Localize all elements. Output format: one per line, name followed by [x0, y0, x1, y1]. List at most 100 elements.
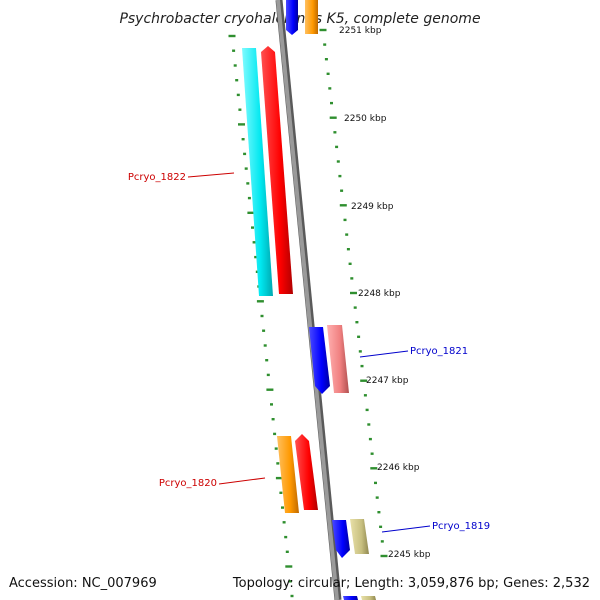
gene-pcryo-1820[interactable]: [295, 434, 318, 510]
cds-pcryo-1821[interactable]: [309, 327, 330, 394]
ruler-tick: [368, 437, 372, 441]
ruler-tick: [363, 394, 367, 397]
ruler-tick: [265, 359, 269, 362]
ruler-tick: [251, 226, 254, 229]
gene-feature-top-blue[interactable]: [286, 0, 298, 35]
ruler-tick: [252, 241, 256, 244]
ruler-tick: [319, 28, 327, 32]
gene-feature-top-orange[interactable]: [305, 0, 318, 34]
ruler-tick: [235, 79, 239, 82]
ruler-label-2251: 2251 kbp: [339, 26, 382, 36]
ruler-tick: [370, 467, 378, 470]
accession-text: Accession: NC_007969: [9, 576, 157, 591]
ruler-tick: [243, 152, 247, 156]
ruler-tick: [367, 423, 371, 426]
ruler-tick: [270, 403, 273, 406]
gene-label-pcryo-1819[interactable]: Pcryo_1819: [432, 521, 490, 532]
ruler-tick: [256, 300, 264, 303]
ruler-tick: [279, 491, 283, 494]
ruler-tick: [228, 34, 236, 38]
ruler-tick: [271, 418, 275, 421]
ruler-tick: [377, 511, 381, 514]
ruler-tick: [323, 43, 327, 46]
ruler-tick: [324, 58, 328, 61]
ruler-tick: [355, 321, 359, 324]
ruler-tick: [365, 408, 369, 412]
ruler-label-2248: 2248 kbp: [358, 289, 401, 299]
gene-pcryo-1822[interactable]: [261, 46, 293, 294]
ruler-tick: [273, 432, 277, 436]
ruler-tick: [266, 388, 274, 391]
ruler-tick: [284, 535, 288, 539]
ruler-tick: [260, 314, 264, 318]
ruler-tick: [238, 108, 242, 111]
ruler-tick: [232, 49, 236, 52]
ruler-tick: [358, 350, 362, 353]
outer-tick-marks: [228, 34, 294, 598]
genome-summary-text: Topology: circular; Length: 3,059,876 bp…: [232, 576, 590, 591]
ruler-tick: [374, 481, 377, 485]
leader-line-pcryo-1821: [359, 350, 409, 358]
ruler-tick: [370, 452, 374, 455]
ruler-label-2249: 2249 kbp: [351, 202, 394, 212]
ruler-tick: [375, 496, 379, 499]
ruler-tick: [290, 594, 294, 598]
gene-label-pcryo-1821[interactable]: Pcryo_1821: [410, 346, 468, 357]
ruler-tick: [350, 277, 354, 280]
cds-pcryo-1819[interactable]: [332, 520, 350, 558]
ruler-tick: [263, 344, 267, 347]
leader-line-pcryo-1822: [187, 172, 235, 178]
ruler-tick: [353, 306, 357, 309]
ruler-tick: [238, 123, 245, 126]
ruler-tick: [281, 506, 284, 509]
ruler-tick: [340, 189, 344, 192]
ruler-tick: [360, 379, 368, 382]
ruler-tick: [255, 270, 259, 273]
ruler-tick: [247, 196, 251, 200]
ruler-tick: [357, 335, 361, 338]
leader-line-pcryo-1820: [218, 477, 266, 485]
ruler-tick: [338, 174, 342, 178]
ruler-label-2247: 2247 kbp: [366, 376, 409, 386]
ruler-tick: [233, 64, 237, 67]
ruler-tick: [350, 291, 357, 295]
ruler-label-2245: 2245 kbp: [388, 550, 431, 560]
ruler-tick: [336, 160, 340, 163]
ruler-tick: [333, 131, 337, 134]
cds-pcryo-1822[interactable]: [242, 48, 273, 296]
gene-pcryo-1819[interactable]: [350, 519, 369, 554]
ruler-tick: [343, 218, 347, 222]
ruler-tick: [329, 116, 337, 119]
ruler-tick: [262, 329, 266, 332]
ruler-tick: [288, 580, 292, 583]
genome-backbone: [276, 0, 339, 600]
gene-label-pcryo-1820[interactable]: Pcryo_1820: [159, 478, 217, 489]
ruler-label-2246: 2246 kbp: [377, 463, 420, 473]
ruler-tick: [254, 255, 258, 259]
inner-tick-marks: [319, 28, 388, 558]
ruler-tick: [380, 540, 384, 543]
ruler-tick: [244, 167, 248, 170]
ruler-tick: [236, 93, 240, 97]
ruler-tick: [335, 145, 339, 149]
ruler-tick: [247, 211, 255, 214]
ruler-tick: [339, 204, 347, 207]
ruler-tick: [246, 182, 250, 185]
gene-label-pcryo-1822[interactable]: Pcryo_1822: [128, 172, 186, 183]
ruler-tick: [285, 565, 293, 568]
ruler-tick: [276, 462, 280, 465]
ruler-tick: [241, 138, 245, 141]
cds-pcryo-1820[interactable]: [277, 436, 299, 513]
gene-pcryo-1821[interactable]: [327, 325, 349, 393]
ruler-tick: [275, 476, 283, 480]
ruler-tick: [285, 550, 289, 553]
ruler-tick: [380, 554, 388, 558]
gene-feature-bottom-khaki[interactable]: [361, 596, 376, 600]
ruler-tick: [345, 233, 349, 236]
ruler-tick: [346, 248, 350, 251]
ruler-tick: [360, 364, 364, 368]
ruler-tick: [282, 521, 286, 524]
ruler-tick: [330, 101, 333, 105]
gene-feature-bottom-blue[interactable]: [343, 596, 358, 600]
